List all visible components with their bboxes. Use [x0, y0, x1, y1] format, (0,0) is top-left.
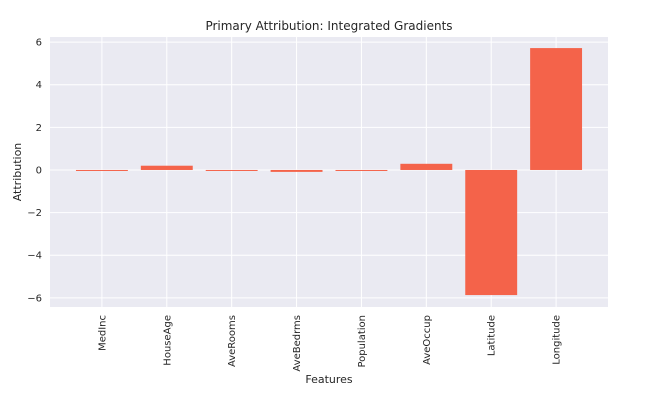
y-tick-label: −6	[27, 293, 42, 304]
y-tick-label: 4	[36, 80, 42, 91]
x-tick-label: MedInc	[97, 315, 108, 351]
x-tick-label: AveOccup	[422, 315, 433, 365]
x-tick-label: AveRooms	[227, 315, 238, 367]
bar-houseage	[140, 165, 193, 170]
plot-area	[50, 37, 608, 307]
y-axis-label: Attribution	[11, 143, 24, 202]
x-axis-label: Features	[305, 373, 353, 386]
x-tick-label: Population	[357, 315, 368, 368]
bar-latitude	[465, 169, 518, 296]
bar-averooms	[205, 169, 258, 171]
chart-title: Primary Attribution: Integrated Gradient…	[205, 19, 452, 33]
y-tick-label: 6	[36, 38, 42, 49]
x-tick-label: HouseAge	[162, 315, 173, 366]
bar-medinc	[75, 169, 128, 171]
x-tick-label: Latitude	[487, 315, 498, 356]
y-tick-label: 2	[36, 123, 42, 134]
bar-avebedrms	[270, 169, 323, 172]
x-tick-label: Longitude	[552, 315, 563, 365]
bar-aveoccup	[400, 163, 453, 170]
x-tick-label: AveBedrms	[292, 315, 303, 372]
bar-longitude	[530, 48, 583, 170]
y-tick-label: −4	[27, 251, 42, 262]
bar-population	[335, 169, 388, 171]
y-tick-label: −2	[27, 208, 42, 219]
y-tick-label: 0	[36, 165, 42, 176]
